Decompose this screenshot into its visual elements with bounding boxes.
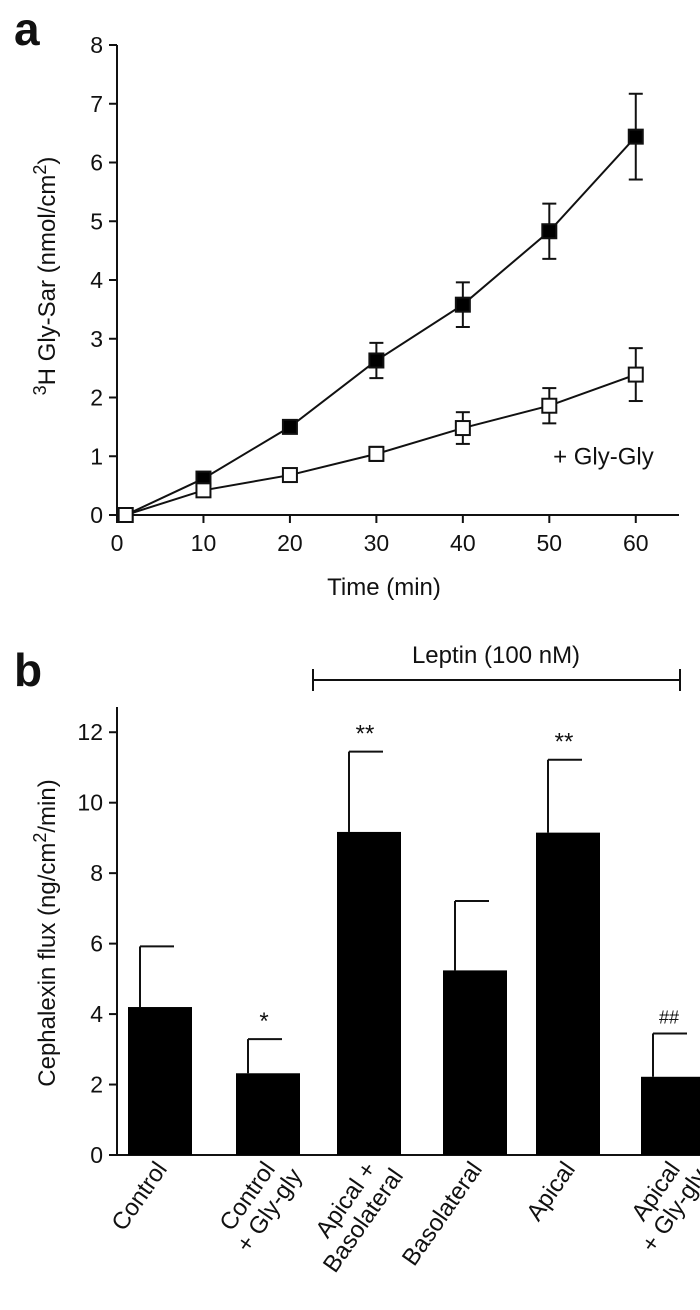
y-label-superscript-2: 2 <box>30 165 50 175</box>
bar-group <box>128 945 192 1155</box>
series-label: + Gly-Gly <box>553 443 654 470</box>
bar-group: * <box>236 1008 300 1155</box>
data-point <box>627 366 644 383</box>
bar-group: ** <box>536 729 600 1155</box>
panel-b-y-axis-label: Cephalexin flux (ng/cm2/min) <box>30 779 61 1086</box>
panel-a-y-axis-label: 3H Gly-Sar (nmol/cm2) <box>30 157 61 396</box>
y-label-main: Cephalexin flux (ng/cm <box>34 843 61 1087</box>
category-label-line1: Basolateral <box>397 1157 488 1271</box>
y-tick-label: 1 <box>90 443 103 469</box>
significance-label: ** <box>356 721 375 748</box>
bar <box>128 1007 192 1155</box>
category-label: Apical <box>521 1157 581 1226</box>
panel-b-letter: b <box>14 644 42 696</box>
category-label-line1: Control <box>106 1157 172 1236</box>
bar <box>536 832 600 1155</box>
bar <box>236 1073 300 1155</box>
panel-a-axes: 0 1 2 3 4 5 6 7 8 0 10 20 30 40 50 60 <box>90 32 679 556</box>
x-tick-label: 0 <box>111 530 124 556</box>
y-tick-label: 4 <box>90 1001 103 1027</box>
y-tick-label: 8 <box>90 860 103 886</box>
y-label-superscript: 3 <box>30 385 50 395</box>
y-label-end: /min) <box>34 779 61 832</box>
significance-label: * <box>259 1008 268 1035</box>
data-point <box>627 128 644 145</box>
bar-group: ** <box>337 721 401 1155</box>
y-tick-label: 6 <box>90 150 103 176</box>
data-point <box>368 352 385 369</box>
panel-a-letter: a <box>14 3 40 55</box>
panel-b-category-labels: Control Control+ Gly-gly Apical +Basolater… <box>106 1157 700 1278</box>
data-point <box>281 418 298 435</box>
panel-b-axes: 0 2 4 6 8 10 12 <box>77 707 700 1168</box>
y-label-superscript: 2 <box>30 833 50 843</box>
leptin-bracket-label: Leptin (100 nM) <box>412 642 580 669</box>
category-label: Control <box>106 1157 172 1236</box>
bar <box>443 970 507 1155</box>
y-tick-label: 8 <box>90 32 103 58</box>
x-tick-label: 30 <box>364 530 390 556</box>
y-tick-label: 5 <box>90 208 103 234</box>
bar-group: ## <box>641 1007 700 1155</box>
bar <box>337 831 401 1155</box>
category-label: Basolateral <box>397 1157 488 1271</box>
data-point <box>454 420 471 437</box>
y-tick-label: 7 <box>90 91 103 117</box>
bar <box>641 1076 700 1155</box>
panel-b-bar-chart: b Leptin (100 nM) Cephalexin flux (ng/cm… <box>14 642 700 1278</box>
data-point <box>368 445 385 462</box>
category-label: Apical +Basolateral <box>310 1157 409 1278</box>
data-point <box>195 482 212 499</box>
significance-label: ## <box>659 1007 679 1027</box>
leptin-bracket <box>312 669 681 691</box>
y-label-end: ) <box>34 157 61 165</box>
y-tick-label: 10 <box>77 790 103 816</box>
x-tick-label: 40 <box>450 530 476 556</box>
series-gly-gly: + Gly-Gly <box>117 347 654 523</box>
panel-b-bars: *** **## <box>128 721 700 1155</box>
data-point <box>454 296 471 313</box>
y-tick-label: 0 <box>90 502 103 528</box>
series-control <box>117 92 644 523</box>
x-tick-label: 60 <box>623 530 649 556</box>
x-tick-label: 50 <box>537 530 563 556</box>
significance-label: ** <box>555 729 574 756</box>
data-point <box>281 467 298 484</box>
panel-a-x-axis-label: Time (min) <box>327 574 441 601</box>
bar-group <box>443 899 507 1155</box>
category-label-line1: Apical <box>521 1157 581 1226</box>
category-label: Control+ Gly-gly <box>214 1157 308 1257</box>
data-point <box>117 507 134 523</box>
y-tick-label: 12 <box>77 719 103 745</box>
y-tick-label: 6 <box>90 931 103 957</box>
y-tick-label: 3 <box>90 326 103 352</box>
category-label: Apical+ Gly-gly <box>626 1157 700 1257</box>
panel-a-line-chart: a 3H Gly-Sar (nmol/cm2) Time (min) 01234… <box>14 3 679 601</box>
y-tick-label: 2 <box>90 1072 103 1098</box>
y-tick-label: 4 <box>90 267 103 293</box>
y-tick-label: 0 <box>90 1142 103 1168</box>
y-tick-label: 2 <box>90 385 103 411</box>
data-point <box>541 397 558 414</box>
x-tick-label: 10 <box>191 530 217 556</box>
x-tick-label: 20 <box>277 530 303 556</box>
panel-a-series: + Gly-Gly <box>117 92 654 523</box>
y-label-main: H Gly-Sar (nmol/cm <box>34 175 61 386</box>
data-point <box>541 223 558 240</box>
